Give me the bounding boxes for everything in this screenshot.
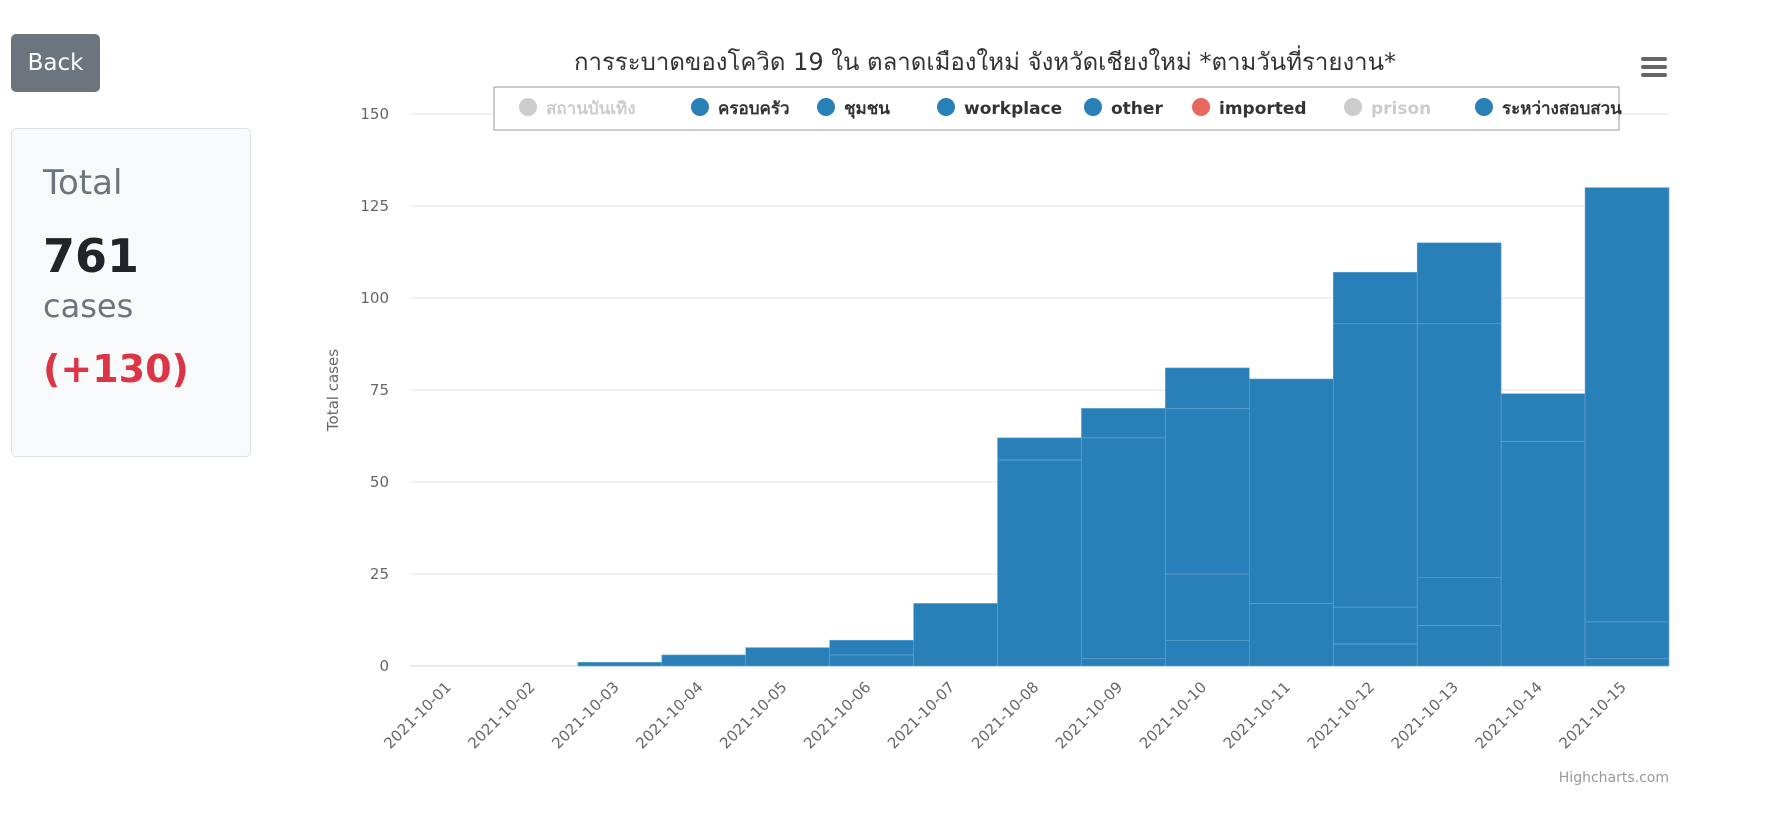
y-tick-label: 100 <box>360 289 389 307</box>
bar-segment[interactable] <box>1500 441 1586 667</box>
y-tick-label: 0 <box>379 657 389 675</box>
legend-label: ครอบครัว <box>718 99 790 119</box>
bar-segment[interactable] <box>1332 606 1418 645</box>
legend-marker <box>1192 98 1210 116</box>
bar-segment[interactable] <box>913 603 998 667</box>
legend-marker <box>519 98 537 116</box>
x-tick-label: 2021-10-06 <box>800 678 874 752</box>
y-axis-title: Total cases <box>324 349 342 432</box>
bar-segment[interactable] <box>577 662 663 667</box>
bar-segment[interactable] <box>1584 187 1670 623</box>
bar-segment[interactable] <box>997 437 1082 461</box>
bar-segment[interactable] <box>829 639 914 656</box>
bar-segment[interactable] <box>1249 378 1334 604</box>
bar-segment[interactable] <box>745 647 830 667</box>
y-axis: 0 25 50 75 100 125 150 <box>360 105 389 675</box>
x-axis: 2021-10-01 2021-10-02 2021-10-03 2021-10-04… <box>380 678 1629 752</box>
bar-segment[interactable] <box>1584 621 1670 659</box>
bar-segment[interactable] <box>1332 643 1418 667</box>
legend-item[interactable]: ครอบครัว <box>691 98 790 119</box>
bar-segment[interactable] <box>661 654 747 667</box>
y-tick-label: 125 <box>360 197 389 215</box>
legend-item[interactable]: ระหว่างสอบสวน <box>1475 98 1622 119</box>
x-tick-label: 2021-10-13 <box>1388 678 1462 752</box>
chart-title: การระบาดของโควิด 19 ใน ตลาดเมืองใหม่ จัง… <box>574 45 1396 76</box>
legend: สถานบันเทิง ครอบครัว ชุมชน workplace other im… <box>493 86 1622 131</box>
bar-segment[interactable] <box>1416 242 1502 325</box>
legend-marker <box>937 98 955 116</box>
legend-marker <box>1084 98 1102 116</box>
bar-segment[interactable] <box>1332 271 1418 325</box>
x-tick-label: 2021-10-12 <box>1304 678 1378 752</box>
back-button[interactable]: Back <box>11 34 100 92</box>
legend-item[interactable]: prison <box>1344 98 1431 119</box>
x-tick-label: 2021-10-08 <box>968 678 1042 752</box>
bar-segment[interactable] <box>1416 625 1502 667</box>
legend-item[interactable]: imported <box>1192 98 1307 119</box>
x-tick-label: 2021-10-02 <box>464 678 538 752</box>
x-tick-label: 2021-10-05 <box>716 678 790 752</box>
bar-segment[interactable] <box>1165 367 1250 409</box>
legend-item[interactable]: workplace <box>937 98 1062 119</box>
x-tick-label: 2021-10-15 <box>1555 678 1629 752</box>
y-tick-label: 50 <box>370 473 389 491</box>
x-tick-label: 2021-10-09 <box>1052 678 1126 752</box>
bar-segment[interactable] <box>1332 323 1418 608</box>
legend-marker <box>817 98 835 116</box>
legend-marker <box>1475 98 1493 116</box>
x-tick-label: 2021-10-07 <box>884 678 958 752</box>
x-tick-label: 2021-10-14 <box>1472 678 1546 752</box>
legend-item[interactable]: ชุมชน <box>817 98 890 119</box>
x-tick-label: 2021-10-10 <box>1136 678 1210 752</box>
bar-segment[interactable] <box>1249 603 1334 667</box>
bar-segment[interactable] <box>1081 408 1166 439</box>
legend-label: ระหว่างสอบสวน <box>1502 99 1622 119</box>
bar-segment[interactable] <box>1416 323 1502 578</box>
bar-segment[interactable] <box>1081 437 1166 659</box>
bar-segment[interactable] <box>829 654 914 667</box>
legend-label: prison <box>1371 99 1431 119</box>
bar-segment[interactable] <box>997 459 1082 667</box>
bar-segment[interactable] <box>1081 658 1166 667</box>
y-tick-label: 150 <box>360 105 389 123</box>
x-tick-label: 2021-10-01 <box>380 678 454 752</box>
bar-segment[interactable] <box>1165 639 1250 667</box>
bar-segment[interactable] <box>1165 573 1250 641</box>
x-tick-label: 2021-10-11 <box>1220 678 1294 752</box>
credits-link[interactable]: Highcharts.com <box>1559 770 1669 786</box>
summary-value: 761 <box>43 229 140 283</box>
legend-marker <box>1344 98 1362 116</box>
legend-label: imported <box>1219 99 1307 119</box>
bar-segment[interactable] <box>1416 577 1502 626</box>
legend-item[interactable]: other <box>1084 98 1163 119</box>
legend-label: other <box>1111 99 1163 119</box>
summary-unit: cases <box>43 287 134 325</box>
hamburger-menu-icon[interactable] <box>1633 50 1677 84</box>
bar-segment[interactable] <box>1584 658 1670 667</box>
legend-label: ชุมชน <box>844 99 890 119</box>
legend-marker <box>691 98 709 116</box>
x-tick-label: 2021-10-04 <box>632 678 706 752</box>
y-tick-label: 75 <box>370 381 389 399</box>
legend-item[interactable]: สถานบันเทิง <box>519 98 636 119</box>
bars <box>577 187 1670 667</box>
summary-title: Total <box>43 163 123 203</box>
legend-label: สถานบันเทิง <box>546 99 636 119</box>
legend-label: workplace <box>964 99 1062 119</box>
summary-delta: (+130) <box>43 347 189 391</box>
x-tick-label: 2021-10-03 <box>548 678 622 752</box>
y-tick-label: 25 <box>370 565 389 583</box>
summary-card: Total 761 cases (+130) <box>11 128 251 457</box>
bar-segment[interactable] <box>1165 408 1250 575</box>
bar-segment[interactable] <box>1500 393 1586 442</box>
